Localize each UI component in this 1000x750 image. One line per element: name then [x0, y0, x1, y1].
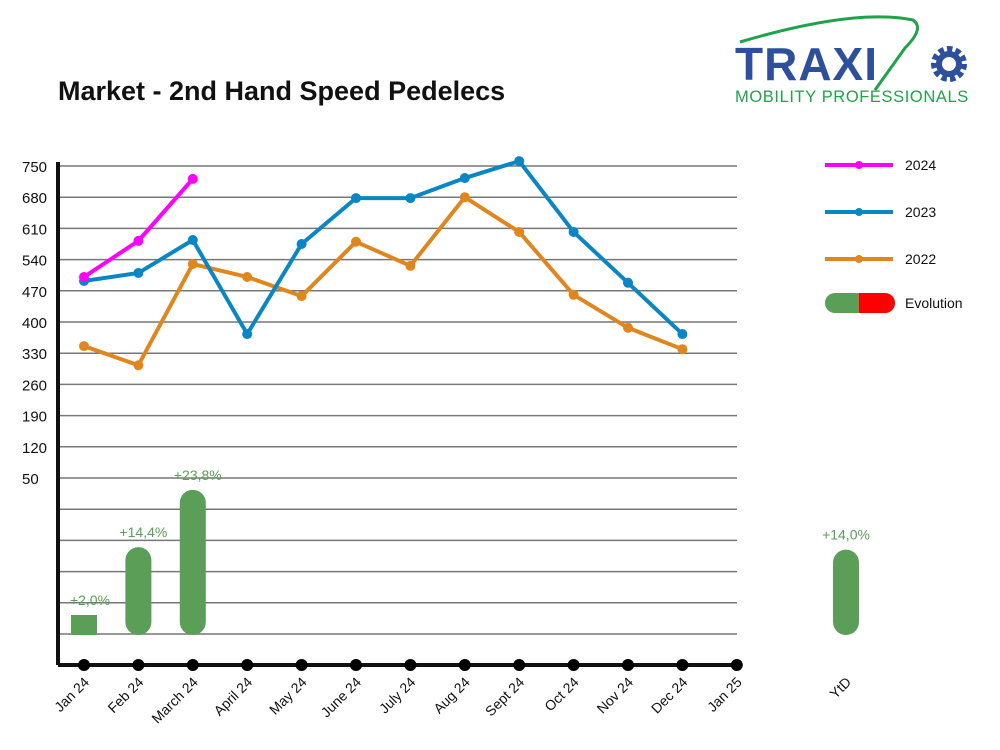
x-axis-dot [676, 659, 689, 671]
data-point-2022 [459, 192, 470, 203]
series-line-2022 [83, 195, 684, 368]
x-tick-label: Dec 24 [648, 674, 691, 717]
x-axis-dot [730, 659, 743, 671]
y-tick-label: 750 [22, 159, 47, 176]
data-point-2023 [351, 193, 361, 204]
traxio-logo: TRAXI MOBILITY PROFESSIONALS [735, 15, 969, 106]
x-tick-label: Jan 24 [51, 674, 92, 715]
y-tick-label: 470 [22, 284, 47, 301]
data-point-2023 [568, 226, 579, 237]
x-tick-label: Sept 24 [482, 674, 528, 720]
svg-text:MOBILITY PROFESSIONALS: MOBILITY PROFESSIONALS [735, 88, 969, 106]
data-point-2024 [133, 235, 144, 246]
series-line-2023 [83, 159, 684, 337]
data-point-2022 [405, 260, 416, 271]
x-axis-dot [350, 659, 362, 671]
evolution-label: +14,4% [119, 524, 167, 540]
x-axis-dot [513, 659, 526, 671]
data-point-2022 [133, 360, 144, 371]
x-axis-dot [241, 659, 254, 671]
data-point-2023 [459, 173, 470, 184]
evolution-bar [125, 547, 152, 635]
data-point-2022 [79, 341, 89, 352]
data-point-2023 [623, 277, 633, 288]
y-tick-label: 260 [22, 377, 47, 394]
svg-text:TRAXI: TRAXI [735, 38, 878, 90]
data-point-2022 [242, 271, 253, 282]
data-point-2023 [242, 329, 253, 340]
x-axis-dot [404, 659, 417, 671]
data-point-2024 [187, 173, 198, 184]
data-point-2022 [187, 259, 198, 270]
x-axis-dot [132, 659, 145, 671]
x-tick-label: June 24 [318, 674, 365, 721]
data-point-2022 [296, 291, 307, 302]
legend-label: Evolution [905, 295, 963, 311]
x-tick-label-ytd: YtD [826, 674, 854, 702]
x-tick-label: March 24 [148, 674, 201, 727]
x-tick-label: April 24 [210, 674, 255, 719]
x-tick-label: Feb 24 [104, 674, 146, 716]
data-point-2023 [405, 193, 416, 204]
y-tick-label: 540 [22, 253, 47, 270]
y-tick-label: 610 [22, 221, 47, 238]
legend-evolution-red [859, 293, 895, 313]
y-tick-label: 190 [22, 409, 47, 426]
x-tick-label: Jan 25 [704, 674, 745, 715]
x-axis-dot [78, 659, 90, 671]
legend-label: 2024 [905, 157, 936, 173]
legend-label: 2022 [905, 251, 936, 267]
ytd-bar [833, 549, 859, 635]
x-axis-dot [622, 659, 634, 671]
data-point-2022 [351, 236, 361, 247]
data-point-2023 [677, 329, 688, 340]
x-tick-label: Aug 24 [430, 674, 473, 717]
data-point-2022 [514, 226, 525, 237]
data-point-2023 [133, 267, 144, 278]
x-tick-label: May 24 [266, 674, 310, 718]
legend-marker-2022 [855, 255, 863, 263]
x-axis-dot [458, 659, 471, 671]
y-tick-label: 400 [22, 315, 47, 332]
data-point-2023 [296, 239, 307, 249]
x-tick-label: Nov 24 [593, 674, 636, 717]
evolution-label: +23,8% [174, 467, 222, 483]
x-tick-label: July 24 [376, 674, 419, 717]
y-tick-label: 120 [22, 440, 47, 457]
y-tick-label: 680 [22, 190, 47, 207]
evolution-bar [179, 489, 206, 635]
x-axis-dot [295, 659, 308, 671]
legend-marker-2023 [855, 208, 863, 216]
data-point-2022 [623, 322, 633, 333]
y-tick-label: 50 [22, 471, 39, 488]
x-axis-dot [186, 659, 199, 671]
evolution-bar [71, 615, 97, 635]
data-point-2022 [568, 289, 579, 300]
x-axis-dot [567, 659, 580, 671]
data-point-2024 [79, 271, 89, 282]
data-point-2022 [677, 344, 688, 355]
legend-marker-2024 [855, 161, 863, 169]
data-point-2023 [187, 234, 198, 245]
data-point-2023 [514, 156, 525, 167]
legend-label: 2023 [905, 204, 936, 220]
evolution-label: +2,0% [70, 592, 110, 608]
page-title: Market - 2nd Hand Speed Pedelecs [58, 76, 506, 106]
x-tick-label: Oct 24 [541, 674, 582, 715]
y-tick-label: 330 [22, 346, 47, 363]
ytd-label: +14,0% [822, 527, 870, 543]
